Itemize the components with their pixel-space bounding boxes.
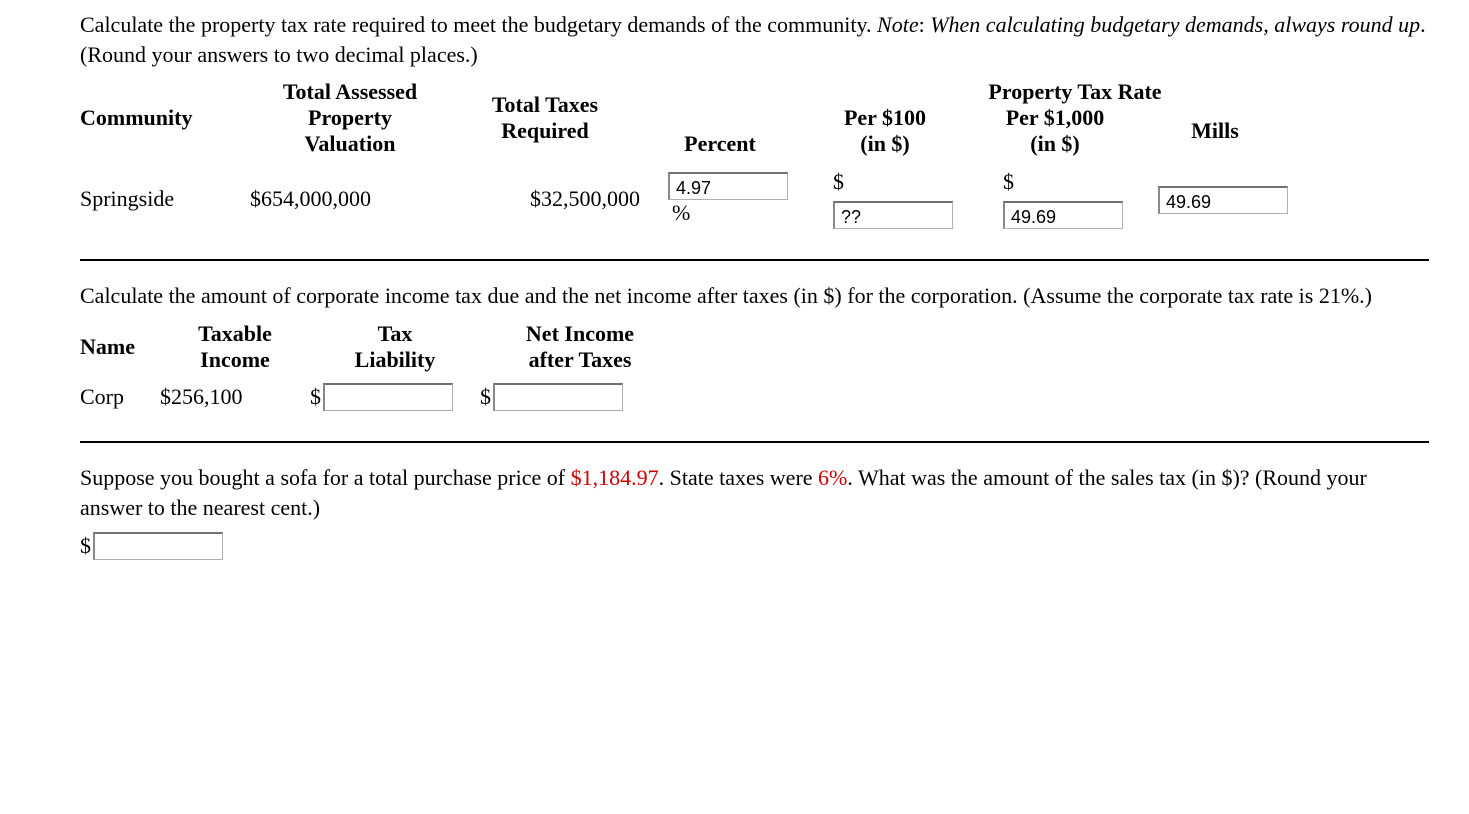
hdr-mills: Mills <box>1140 118 1290 144</box>
cell-percent: 4.97 % <box>648 172 808 226</box>
q3-answer: $ <box>80 532 1429 560</box>
cell-valuation: $654,000,000 <box>250 186 450 212</box>
per1000-input[interactable]: 49.69 <box>1003 201 1123 229</box>
net-dollar: $ <box>480 384 491 410</box>
q3-text-1: Suppose you bought a sofa for a total pu… <box>80 465 571 490</box>
q1-text-1: Calculate the property tax rate required… <box>80 12 877 37</box>
percent-suffix: % <box>672 200 690 226</box>
q3-dollar: $ <box>80 533 91 559</box>
hdr-community: Community <box>80 105 250 131</box>
hdr-per100: Per $100 (in $) <box>800 105 970 157</box>
hdr-rate-top: Property Tax Rate <box>988 79 1161 105</box>
tax-input[interactable] <box>323 383 453 411</box>
cell-income: $256,100 <box>160 384 310 410</box>
hdr-taxes: Total Taxes Required <box>450 92 640 144</box>
q3-input[interactable] <box>93 532 223 560</box>
hdr-valuation: Total Assessed Property Valuation <box>250 79 450 157</box>
tax-dollar: $ <box>310 384 321 410</box>
q3-price: $1,184.97 <box>571 465 659 490</box>
q1-note-label: Note <box>877 12 919 37</box>
separator-1 <box>80 259 1429 261</box>
q3-prompt: Suppose you bought a sofa for a total pu… <box>80 463 1429 522</box>
per100-dollar: $ <box>833 169 844 195</box>
mills-input[interactable]: 49.69 <box>1158 186 1288 214</box>
cell-per100: $ ?? <box>808 169 978 229</box>
q2-table-header: Name Taxable Income Tax Liability Net In… <box>80 321 1429 373</box>
hdr-tax: Tax Liability <box>310 321 480 373</box>
cell-tax: $ <box>310 383 480 411</box>
q2-table-row: Corp $256,100 $ $ <box>80 383 1429 411</box>
per1000-dollar: $ <box>1003 169 1014 195</box>
hdr-net: Net Income after Taxes <box>480 321 680 373</box>
cell-net: $ <box>480 383 680 411</box>
cell-mills: 49.69 <box>1148 185 1298 214</box>
net-input[interactable] <box>493 383 623 411</box>
hdr-name: Name <box>80 334 160 360</box>
percent-input[interactable]: 4.97 <box>668 172 788 200</box>
q3-text-2: . State taxes were <box>659 465 818 490</box>
q3-rate: 6% <box>818 465 847 490</box>
cell-per1000: $ 49.69 <box>978 169 1148 229</box>
cell-taxes: $32,500,000 <box>450 186 648 212</box>
cell-name: Corp <box>80 384 160 410</box>
q1-table-row: Springside $654,000,000 $32,500,000 4.97… <box>80 169 1429 229</box>
cell-community: Springside <box>80 186 250 212</box>
q1-prompt: Calculate the property tax rate required… <box>80 10 1429 69</box>
hdr-per1000: Per $1,000 (in $) <box>970 105 1140 157</box>
separator-2 <box>80 441 1429 443</box>
hdr-income: Taxable Income <box>160 321 310 373</box>
q2-prompt: Calculate the amount of corporate income… <box>80 281 1429 311</box>
q1-table-header: Community Total Assessed Property Valuat… <box>80 79 1429 157</box>
per100-input[interactable]: ?? <box>833 201 953 229</box>
hdr-percent: Percent <box>640 131 800 157</box>
q1-note-text: When calculating budgetary demands, alwa… <box>930 12 1420 37</box>
